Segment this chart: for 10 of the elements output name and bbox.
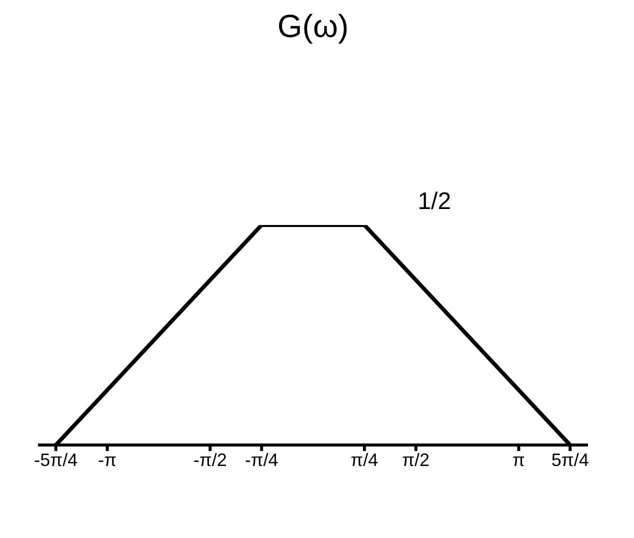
chart-title: G(ω) xyxy=(276,8,350,45)
x-tick-label: -π xyxy=(98,450,117,470)
x-tick-label: π/2 xyxy=(402,450,430,470)
annotation: 1/2 xyxy=(418,188,452,215)
x-tick-label: -π/2 xyxy=(193,450,227,470)
x-tick-label: 5π/4 xyxy=(551,450,589,470)
x-tick-label: -π/4 xyxy=(244,450,278,470)
x-tick-label: π xyxy=(512,450,525,470)
x-tick-label: -5π/4 xyxy=(34,450,78,470)
x-tick-label: π/4 xyxy=(350,450,378,470)
